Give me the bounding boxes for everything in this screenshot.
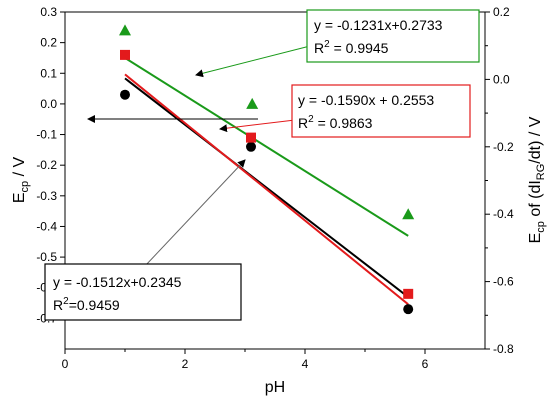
black-fit-annotation: y = -0.1512x+0.2345 R2=0.9459 (44, 263, 242, 321)
data-point-circle (120, 89, 130, 100)
green-callout-arrow (195, 45, 311, 78)
data-point-triangle (246, 97, 259, 109)
y-right-tick-label: -0.6 (493, 275, 514, 289)
y-right-title-p3: /dt) / V (527, 116, 544, 163)
y-left-tick-label: 0.0 (40, 97, 57, 111)
y-left-tick-label: 0.2 (40, 36, 57, 50)
black-fit-r2: R2=0.9459 (53, 296, 120, 313)
svg-text:Ecp / V: Ecp / V (11, 157, 31, 204)
black-callout-arrow (144, 159, 246, 267)
y-right-tick-label: -0.2 (493, 140, 514, 154)
x-tick-label: 2 (182, 357, 189, 371)
black-fit-equation: y = -0.1512x+0.2345 (53, 274, 182, 290)
red-fit-annotation: y = -0.1590x + 0.2553 R2 = 0.9863 (291, 84, 471, 138)
y-left-tick-label: -0.5 (36, 250, 57, 264)
y-right-title-s2: RG (535, 164, 547, 181)
y-right-title-p1: E (527, 233, 544, 244)
svg-text:Ecp of (dIRG/dt) / V: Ecp of (dIRG/dt) / V (527, 116, 547, 243)
y-left-tick-label: 0.3 (40, 5, 57, 19)
y-axis-right-title: Ecp of (dIRG/dt) / V (527, 116, 547, 243)
green-annotation-box (306, 9, 480, 63)
y-left-title-sub: cp (19, 181, 31, 193)
data-point-circle (403, 304, 414, 315)
y-axis-right-ticks: 0.2 0.0 -0.2 -0.4 -0.6 -0.8 (485, 5, 514, 356)
data-points (119, 24, 415, 315)
y-right-title-s1: cp (535, 221, 547, 233)
fit-lines (124, 57, 409, 306)
green-fit-r2: R2 = 0.9945 (314, 39, 389, 56)
y-left-title-main: E (11, 192, 28, 203)
green-fit-equation: y = -0.1231x+0.2733 (314, 17, 443, 33)
data-point-square (120, 49, 130, 60)
y-axis-left-title: Ecp / V (11, 157, 31, 204)
y-left-tick-label: -0.4 (36, 219, 57, 233)
y-left-tick-label: -0.2 (36, 158, 57, 172)
data-point-circle (246, 141, 256, 152)
data-point-square (246, 132, 256, 143)
y-left-tick-label: -0.3 (36, 189, 57, 203)
black-annotation-box (44, 263, 242, 321)
red-fit-r2: R2 = 0.9863 (298, 114, 373, 131)
y-right-title-p2: of (dI (527, 180, 544, 221)
y-right-tick-label: -0.4 (493, 207, 514, 221)
data-point-triangle (402, 208, 415, 220)
red-annotation-box (291, 84, 471, 138)
data-point-square (403, 288, 414, 299)
x-axis-title: pH (265, 379, 285, 396)
green-fit-annotation: y = -0.1231x+0.2733 R2 = 0.9945 (306, 9, 480, 63)
y-right-tick-label: 0.0 (493, 72, 510, 86)
x-tick-label: 4 (302, 357, 309, 371)
y-left-tick-label: 0.1 (40, 66, 57, 80)
y-left-title-rest: / V (11, 157, 28, 181)
fit-line-square (124, 73, 409, 306)
y-left-tick-label: -0.1 (36, 128, 57, 142)
data-point-triangle (119, 24, 131, 36)
x-tick-label: 6 (422, 357, 429, 371)
y-right-tick-label: -0.8 (493, 342, 514, 356)
red-fit-equation: y = -0.1590x + 0.2553 (298, 92, 434, 108)
fit-line-circle (124, 77, 409, 298)
fit-line-triangle (124, 57, 409, 237)
y-right-tick-label: 0.2 (493, 5, 510, 19)
x-tick-label: 0 (62, 357, 69, 371)
x-axis-ticks: 0 2 4 6 (62, 349, 429, 371)
red-callout-arrow (219, 119, 296, 133)
